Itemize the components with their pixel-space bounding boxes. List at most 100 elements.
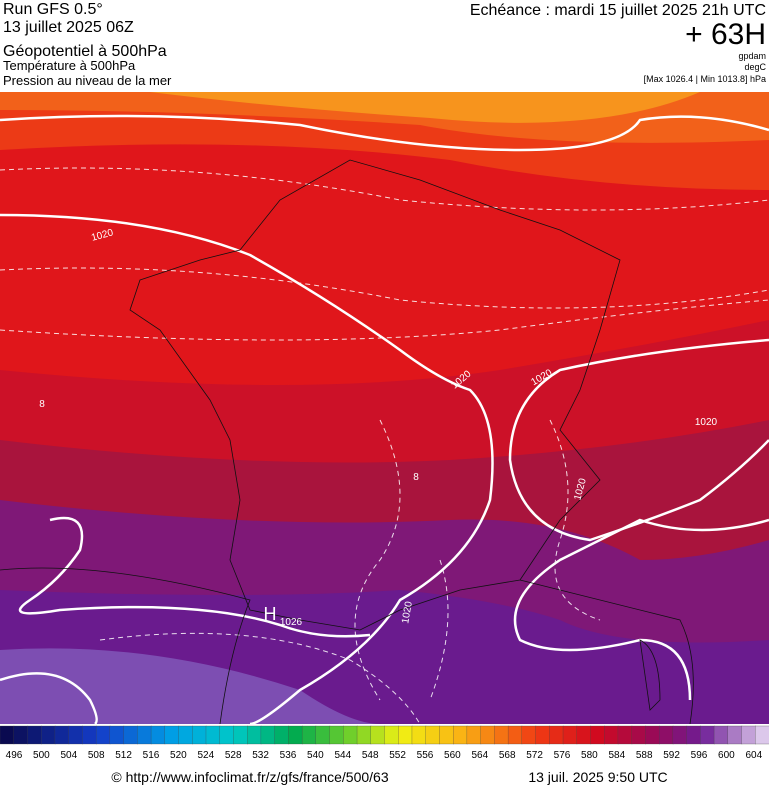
echeance: Echéance : mardi 15 juillet 2025 21h UTC — [470, 2, 766, 19]
color-swatch — [727, 725, 743, 745]
colorbar-label: 552 — [389, 750, 406, 761]
color-swatch — [645, 725, 660, 745]
color-swatch — [549, 725, 564, 745]
colorbar-label: 596 — [691, 750, 708, 761]
run-date: 13 juillet 2025 06Z — [3, 19, 134, 36]
color-swatch — [247, 725, 262, 745]
color-swatch — [466, 725, 482, 745]
color-swatch — [192, 725, 207, 745]
contour-label: 8 — [413, 472, 419, 483]
colorbar-label: 544 — [334, 750, 351, 761]
run: Run GFS 0.5° — [3, 1, 103, 18]
color-swatch — [741, 725, 756, 745]
color-swatch — [494, 725, 509, 745]
colorbar-label: 560 — [444, 750, 461, 761]
colorbar-label: 508 — [88, 750, 105, 761]
color-swatch — [713, 725, 729, 745]
color-swatch — [425, 725, 441, 745]
color-swatch — [700, 725, 715, 745]
colorbar-label: 592 — [663, 750, 680, 761]
colorbar-label: 524 — [197, 750, 214, 761]
map — [0, 92, 769, 724]
color-swatch — [535, 725, 550, 745]
color-swatch — [13, 725, 29, 745]
color-swatch — [617, 725, 633, 745]
color-swatch — [453, 725, 468, 745]
color-swatch — [164, 725, 180, 745]
color-swatch — [329, 725, 344, 745]
color-swatch — [137, 725, 152, 745]
color-swatch — [631, 725, 647, 745]
color-swatch — [41, 725, 56, 745]
color-swatch — [288, 725, 303, 745]
color-swatch — [686, 725, 701, 745]
color-swatch — [260, 725, 276, 745]
color-swatch — [590, 725, 605, 745]
subtitle: Pression au niveau de la mer — [3, 73, 172, 88]
color-swatch — [219, 725, 235, 745]
colorbar-label: 548 — [362, 750, 379, 761]
colorbar-label: 512 — [115, 750, 132, 761]
color-swatch — [755, 725, 769, 745]
color-swatch — [315, 725, 331, 745]
color-swatch — [521, 725, 537, 745]
colorbar-label: 496 — [6, 750, 23, 761]
color-swatch — [356, 725, 372, 745]
title: Géopotentiel à 500hPa — [3, 43, 167, 60]
colorbar-label: 540 — [307, 750, 324, 761]
colorbar-label: 500 — [33, 750, 50, 761]
color-swatch — [343, 725, 358, 745]
color-swatch — [205, 725, 221, 745]
colorbar-label: 556 — [417, 750, 434, 761]
colorbar-label: 604 — [745, 750, 762, 761]
color-swatch — [398, 725, 413, 745]
color-swatch — [82, 725, 97, 745]
color-swatch — [507, 725, 523, 745]
colorbar-label: 572 — [526, 750, 543, 761]
color-swatch — [562, 725, 578, 745]
colorbar-label: 568 — [499, 750, 516, 761]
unit: degC — [744, 62, 766, 72]
colorbar-label: 536 — [280, 750, 297, 761]
colorbar-label: 600 — [718, 750, 735, 761]
color-swatch — [68, 725, 84, 745]
color-swatch — [370, 725, 386, 745]
contour-label: 1026 — [280, 617, 303, 628]
pressure-range: [Max 1026.4 | Min 1013.8] hPa — [644, 74, 766, 84]
color-swatch — [658, 725, 674, 745]
color-swatch — [672, 725, 688, 745]
contour-label: 1020 — [695, 417, 718, 428]
color-swatch — [576, 725, 592, 745]
colorbar-label: 576 — [554, 750, 571, 761]
color-swatch — [384, 725, 399, 745]
colorbar-label: 588 — [636, 750, 653, 761]
color-swatch — [274, 725, 290, 745]
colorbar-label: 532 — [252, 750, 269, 761]
lead-time: + 63H — [685, 18, 766, 51]
colorbar-label: 528 — [225, 750, 242, 761]
color-swatch — [95, 725, 111, 745]
color-swatch — [604, 725, 619, 745]
colorbar-label: 516 — [143, 750, 160, 761]
color-swatch — [411, 725, 427, 745]
colorbar-label: 580 — [581, 750, 598, 761]
colorbar-label: 504 — [60, 750, 77, 761]
color-swatch — [480, 725, 496, 745]
contour-label: 1020 — [400, 600, 415, 624]
color-swatch — [0, 725, 15, 745]
color-swatch — [150, 725, 166, 745]
footer-url: © http://www.infoclimat.fr/z/gfs/france/… — [111, 769, 388, 785]
color-swatch — [301, 725, 317, 745]
color-swatch — [109, 725, 125, 745]
color-swatch — [233, 725, 248, 745]
contour-label: 8 — [39, 399, 45, 410]
colorbar: 496 500 504 508 512 516 520 524 528 532 536 540 544 5… — [0, 725, 769, 761]
color-swatch — [123, 725, 138, 745]
colorbar-label: 584 — [608, 750, 625, 761]
subtitle: Température à 500hPa — [3, 58, 136, 73]
unit: gpdam — [738, 51, 766, 61]
footer-timestamp: 13 juil. 2025 9:50 UTC — [528, 769, 667, 785]
colorbar-label: 564 — [471, 750, 488, 761]
color-swatch — [178, 725, 193, 745]
